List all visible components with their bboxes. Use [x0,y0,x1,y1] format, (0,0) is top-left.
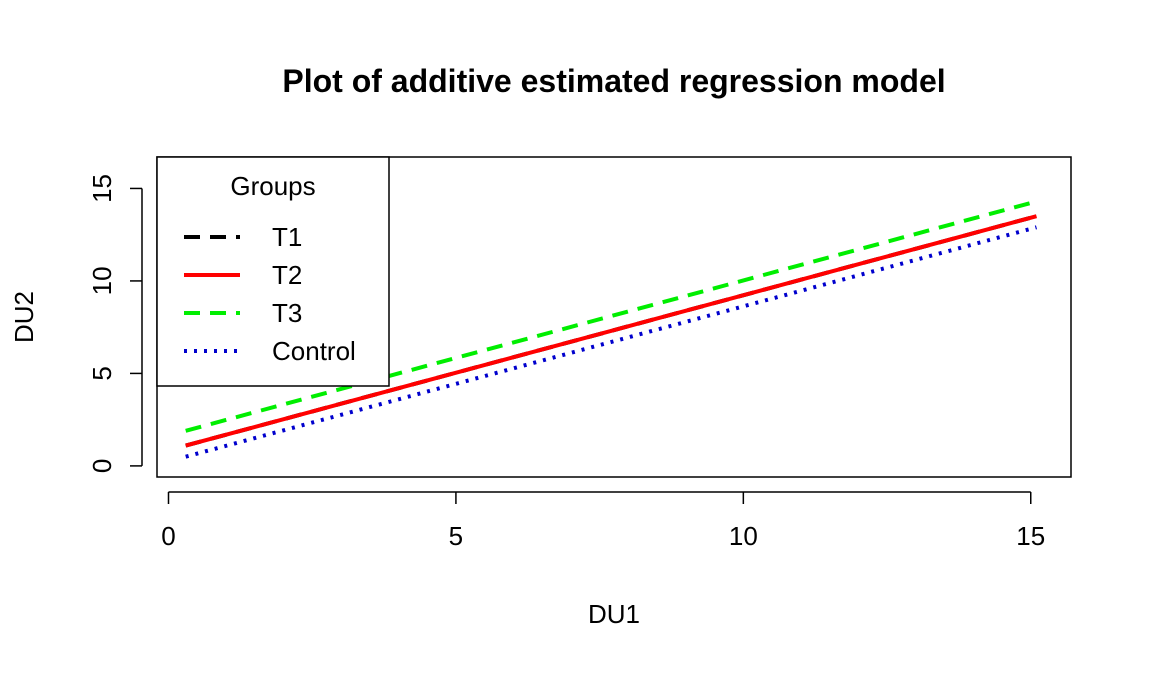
y-tick-label: 10 [87,266,117,295]
legend-entries: T1 T2 T3 Control [184,222,356,366]
x-axis: 0 5 10 15 [161,491,1045,551]
legend-label-t3: T3 [272,298,302,328]
legend-label-t2: T2 [272,260,302,290]
legend-box [156,156,390,387]
series-line-t2 [185,214,1038,448]
legend-label-t1: T1 [272,222,302,252]
series-line-control [185,225,1038,459]
y-axis: 0 5 10 15 [87,174,143,473]
x-axis-label: DU1 [588,599,640,629]
chart-title: Plot of additive estimated regression mo… [282,63,945,99]
x-tick-label: 0 [161,521,175,551]
legend-label-control: Control [272,336,356,366]
series-layer [185,199,1038,459]
legend-title: Groups [230,171,315,201]
x-tick-label: 5 [449,521,463,551]
y-tick-label: 0 [87,459,117,473]
y-tick-label: 5 [87,366,117,380]
series-line-t3 [185,199,1038,433]
y-axis-label: DU2 [9,291,39,343]
legend: Groups T1 T2 T3 Control [156,156,390,387]
x-tick-label: 10 [729,521,758,551]
x-tick-label: 15 [1016,521,1045,551]
y-tick-label: 15 [87,174,117,203]
